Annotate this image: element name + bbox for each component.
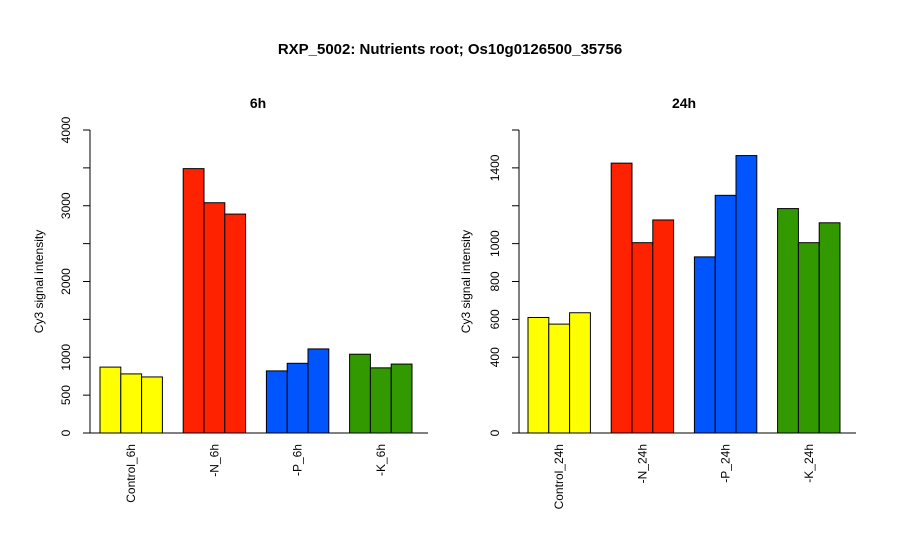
panel-1-bar bbox=[286, 362, 309, 434]
panel-2-ytick-label: 1000 bbox=[488, 230, 502, 257]
panel-1-category-label: -K_6h bbox=[374, 444, 388, 476]
panel-2-title: 24h bbox=[672, 95, 696, 111]
panel-1-bar bbox=[390, 363, 413, 434]
panel-1-bar bbox=[141, 376, 163, 434]
panel-2-ylabel: Cy3 signal intensity bbox=[459, 230, 473, 333]
panel-1-bar bbox=[307, 348, 330, 434]
panel-1-bar bbox=[369, 367, 392, 434]
panel-1-ylabel: Cy3 signal intensity bbox=[32, 230, 46, 333]
panel-2-bar bbox=[818, 222, 841, 434]
panel-2-ytick-label: 800 bbox=[488, 271, 502, 291]
panel-2-bar bbox=[527, 316, 550, 434]
panel-1-bar bbox=[182, 168, 205, 434]
panel-1-bar bbox=[203, 202, 226, 434]
panel-2-category-label: -K_24h bbox=[802, 444, 816, 483]
panel-2-bar bbox=[735, 155, 758, 434]
panel-2-category-label: Control_24h bbox=[552, 444, 566, 509]
panel-2-bar bbox=[797, 242, 820, 434]
panel-1-category-label: -N_6h bbox=[207, 444, 221, 477]
panel-2-ytick-label: 1400 bbox=[488, 154, 502, 181]
panel-2-bar bbox=[693, 256, 716, 434]
panel-2-bar bbox=[652, 219, 675, 434]
panel-1-bar bbox=[265, 370, 288, 434]
panel-2-bar bbox=[714, 194, 737, 434]
panel-2-bar bbox=[631, 242, 654, 434]
panel-2-category-label: -N_24h bbox=[635, 444, 649, 483]
panel-1-bar bbox=[349, 353, 371, 434]
panel-1-bar bbox=[224, 213, 247, 434]
panel-1-bar bbox=[120, 373, 143, 434]
panel-1-ytick-label: 1000 bbox=[59, 344, 73, 371]
panel-1-bar bbox=[99, 366, 122, 434]
panel-1-category-label: -P_6h bbox=[291, 444, 305, 476]
figure-title: RXP_5002: Nutrients root; Os10g0126500_3… bbox=[278, 41, 622, 58]
panel-2-ytick-label: 0 bbox=[488, 429, 502, 436]
panel-1-ytick-label: 3000 bbox=[59, 192, 73, 219]
panel-2-bar bbox=[548, 323, 571, 434]
panel-1-title: 6h bbox=[250, 95, 266, 111]
panel-1-ytick-label: 0 bbox=[59, 429, 73, 436]
panel-2-bar bbox=[777, 208, 799, 434]
panel-2-category-label: -P_24h bbox=[719, 444, 733, 483]
panel-2-bar bbox=[610, 162, 633, 434]
panel-2-bar bbox=[569, 312, 591, 434]
panel-2-ytick-label: 600 bbox=[488, 309, 502, 329]
panel-1-ytick-label: 500 bbox=[59, 385, 73, 405]
panel-1-ytick-label: 4000 bbox=[59, 116, 73, 143]
panel-1-category-label: Control_6h bbox=[124, 444, 138, 503]
panel-1-ytick-label: 2000 bbox=[59, 268, 73, 295]
panel-2-ytick-label: 400 bbox=[488, 347, 502, 367]
